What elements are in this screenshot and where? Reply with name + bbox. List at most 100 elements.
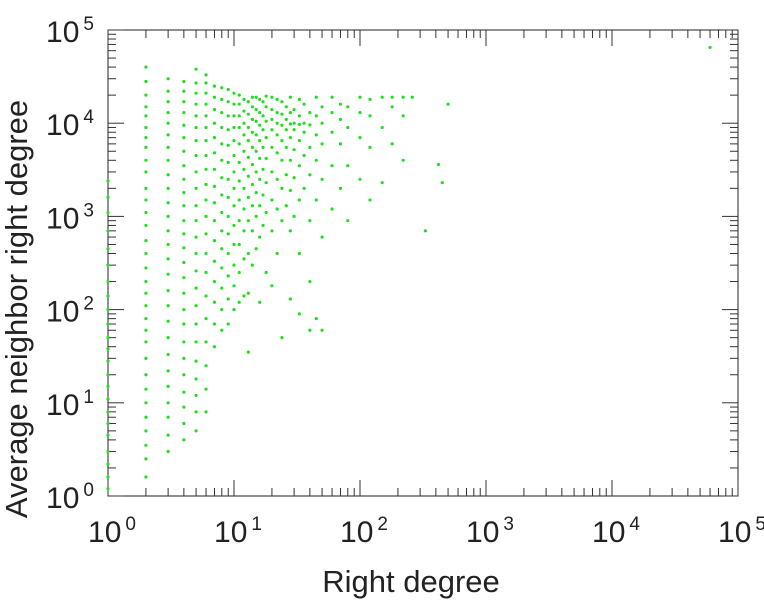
data-point <box>314 133 318 137</box>
data-point <box>212 345 217 349</box>
data-point <box>204 410 208 414</box>
data-point <box>368 97 372 102</box>
x-tick-label-base: 10 <box>340 516 373 549</box>
data-point <box>292 148 296 152</box>
y-tick-label-base: 10 <box>46 109 79 142</box>
data-point <box>288 158 292 162</box>
data-point <box>302 102 306 106</box>
data-point <box>254 247 258 251</box>
data-point <box>308 279 312 284</box>
data-point <box>166 201 170 205</box>
data-point <box>194 340 198 344</box>
data-point <box>246 219 250 223</box>
data-point <box>144 415 148 419</box>
data-point <box>220 176 224 180</box>
data-point <box>144 387 148 391</box>
data-point <box>194 410 198 414</box>
data-point <box>166 384 170 388</box>
data-point <box>182 390 186 394</box>
data-point <box>254 170 258 174</box>
data-point <box>194 219 198 223</box>
data-point <box>261 193 265 197</box>
data-point <box>280 336 284 340</box>
x-tick-label-base: 10 <box>466 516 499 549</box>
data-point <box>246 155 250 159</box>
data-point <box>297 312 301 316</box>
tick-labels-group: 10 0 10 1 10 2 10 3 10 4 10 510 010 110 210 310 410 5 <box>46 14 764 549</box>
x-tick-label: 10 3 <box>466 514 514 549</box>
data-point <box>194 286 198 290</box>
data-point <box>144 429 148 433</box>
data-point <box>166 121 170 125</box>
x-tick-label-base: 10 <box>214 516 247 549</box>
data-point <box>166 100 170 104</box>
data-point <box>166 401 170 405</box>
data-point <box>220 210 224 215</box>
data-point <box>204 364 208 368</box>
data-point <box>250 263 255 267</box>
data-point <box>237 179 241 183</box>
data-point <box>166 133 170 137</box>
data-point <box>194 139 198 143</box>
data-point <box>232 242 236 247</box>
data-point <box>166 242 170 247</box>
data-point <box>288 95 292 99</box>
data-point <box>358 110 362 115</box>
data-point <box>166 449 170 454</box>
data-point <box>182 291 186 295</box>
data-point <box>212 259 217 263</box>
data-point <box>258 156 262 160</box>
data-point <box>338 142 343 146</box>
y-tick-label: 10 2 <box>46 294 94 329</box>
data-point <box>232 263 236 267</box>
data-point <box>242 229 246 233</box>
data-point <box>204 139 208 143</box>
y-tick-label: 10 3 <box>46 200 94 235</box>
data-point <box>106 247 110 251</box>
data-point <box>204 102 208 106</box>
data-point <box>144 279 148 284</box>
data-point <box>308 328 312 332</box>
data-point <box>261 100 265 104</box>
data-point <box>261 145 265 149</box>
data-point <box>106 487 110 491</box>
data-point <box>144 158 148 162</box>
data-point <box>237 142 241 146</box>
data-point <box>292 176 296 180</box>
x-tick-label-exponent: 5 <box>755 514 764 535</box>
data-point <box>204 340 208 344</box>
data-point <box>106 229 110 233</box>
data-point <box>232 308 236 312</box>
data-point <box>166 89 170 93</box>
data-point <box>401 114 405 118</box>
data-point <box>270 284 274 288</box>
y-tick-label-exponent: 0 <box>83 480 94 501</box>
data-point <box>302 121 306 125</box>
data-point <box>288 136 292 140</box>
data-point <box>297 122 301 127</box>
y-tick-label-base: 10 <box>46 389 79 422</box>
data-point <box>212 151 217 155</box>
data-point <box>338 186 343 190</box>
data-point <box>220 158 224 162</box>
data-point <box>320 121 324 125</box>
data-point <box>320 328 324 332</box>
data-point <box>401 158 405 162</box>
data-point <box>258 139 262 143</box>
data-point <box>390 95 394 99</box>
data-point <box>204 294 208 298</box>
data-point <box>106 433 110 437</box>
data-point <box>144 105 148 109</box>
x-tick-label-base: 10 <box>592 516 625 549</box>
data-point <box>280 139 284 143</box>
data-point <box>182 340 186 344</box>
y-tick-label-exponent: 5 <box>83 14 94 35</box>
data-point <box>182 322 186 326</box>
data-point <box>144 136 148 140</box>
data-point <box>194 67 198 71</box>
data-point <box>182 308 186 312</box>
data-point <box>270 128 274 132</box>
data-point <box>288 110 292 115</box>
data-point <box>264 181 268 185</box>
data-point <box>390 105 394 109</box>
